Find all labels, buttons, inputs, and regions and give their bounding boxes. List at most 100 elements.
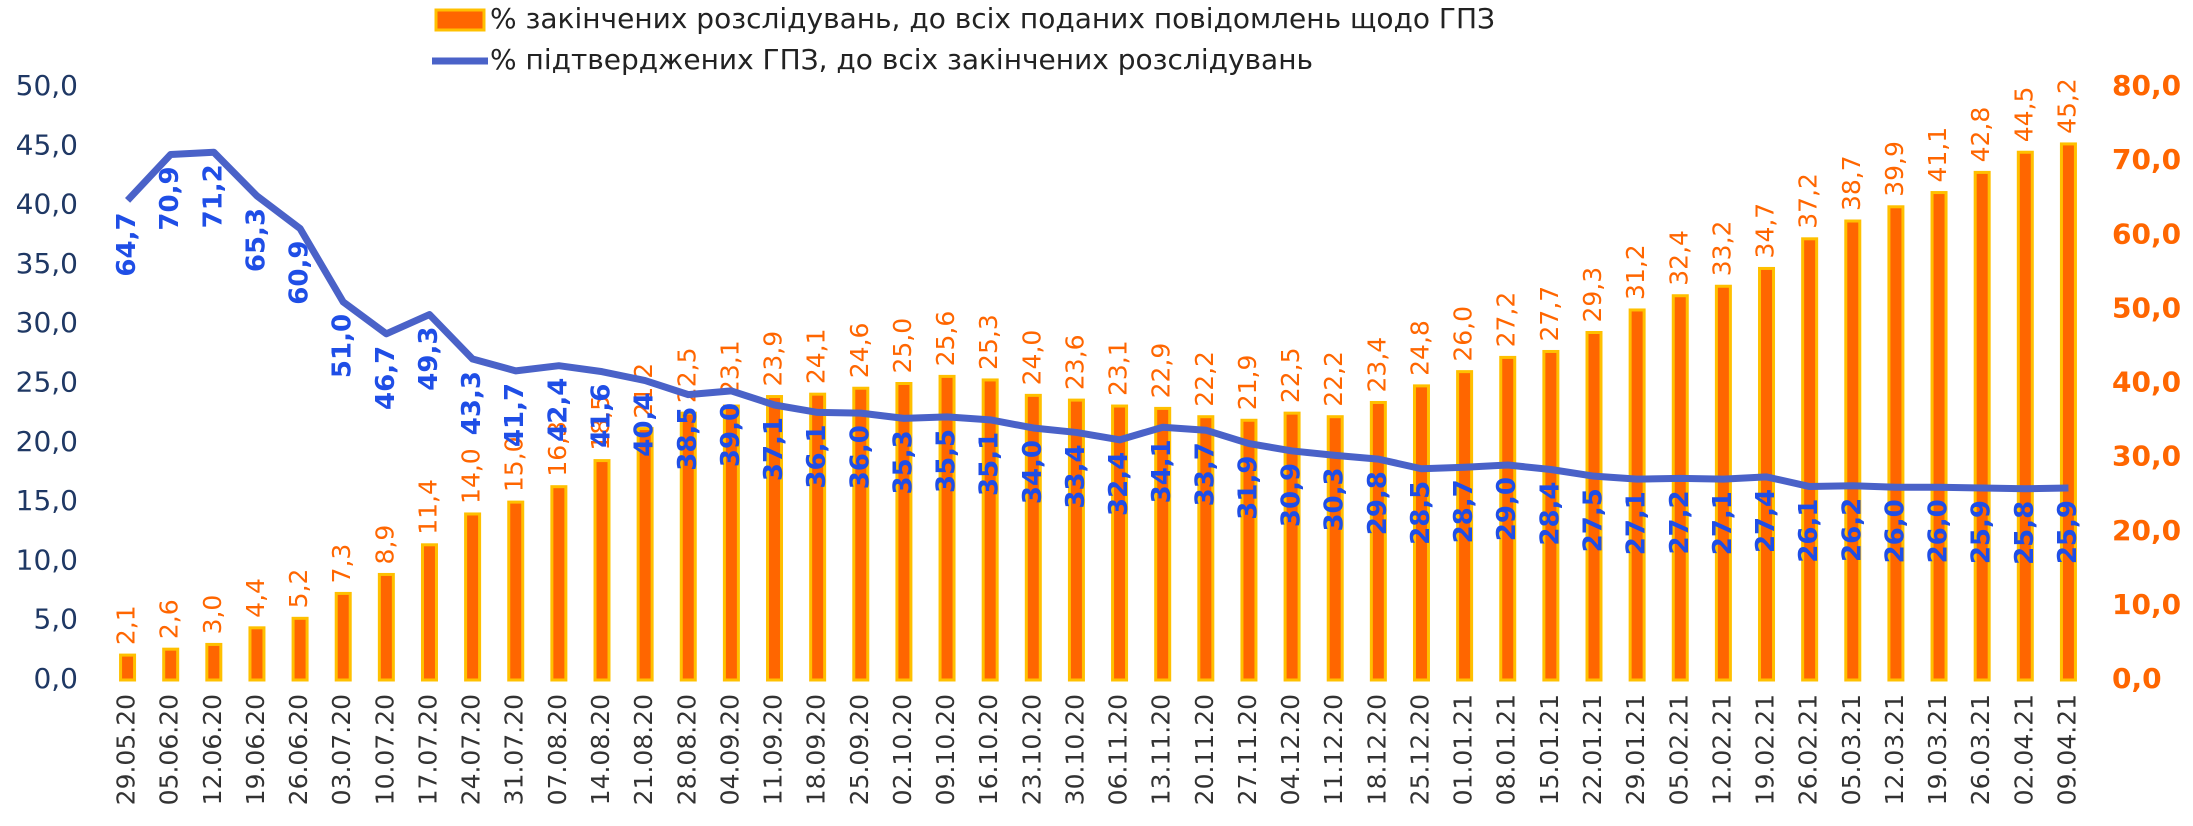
line-label: 25,9 — [1967, 500, 1997, 564]
bar-label: 21,2 — [629, 363, 658, 419]
x-tick-label: 19.03.21 — [1923, 694, 1952, 805]
bar — [1628, 308, 1646, 682]
line-label: 29,8 — [1363, 471, 1393, 535]
bar — [420, 543, 438, 682]
x-tick-label: 19.06.20 — [241, 694, 270, 805]
bar — [1154, 406, 1172, 682]
x-tick-label: 09.04.21 — [2052, 694, 2081, 805]
bar — [938, 374, 956, 682]
bar — [1024, 393, 1042, 682]
line-label: 26,1 — [1794, 499, 1824, 563]
bar-label: 21,9 — [1233, 355, 1262, 411]
x-tick-label: 05.06.20 — [155, 694, 184, 805]
bar — [1326, 415, 1344, 682]
line-label: 35,3 — [888, 430, 918, 494]
y2-tick-label: 0,0 — [2112, 662, 2162, 695]
x-tick-label: 05.02.21 — [1664, 694, 1693, 805]
bar-label: 25,0 — [888, 318, 917, 374]
bar-label: 2,1 — [112, 605, 141, 645]
x-tick-label: 16.10.20 — [974, 694, 1003, 805]
bar — [1197, 415, 1215, 682]
bar — [1456, 370, 1474, 682]
legend-label: % підтверджених ГПЗ, до всіх закінчених … — [490, 43, 1313, 76]
x-tick-label: 27.11.20 — [1233, 694, 1262, 805]
x-tick-label: 26.03.21 — [1966, 694, 1995, 805]
x-tick-label: 15.01.21 — [1535, 694, 1564, 805]
bar — [1369, 400, 1387, 682]
bar — [2016, 150, 2034, 682]
x-tick-label: 11.12.20 — [1319, 694, 1348, 805]
bar-label: 31,2 — [1621, 244, 1650, 300]
y2-tick-label: 30,0 — [2112, 440, 2181, 473]
bar — [766, 395, 784, 682]
x-tick-label: 12.03.21 — [1880, 694, 1909, 805]
bar — [852, 386, 870, 682]
line-label: 28,5 — [1406, 481, 1436, 545]
x-tick-label: 08.01.21 — [1492, 694, 1521, 805]
x-tick-label: 12.02.21 — [1707, 694, 1736, 805]
bar — [1930, 191, 1948, 682]
line-label: 26,0 — [1880, 499, 1910, 563]
line-label: 34,0 — [1018, 440, 1048, 504]
x-tick-label: 21.08.20 — [629, 694, 658, 805]
bar — [119, 653, 137, 682]
bar-label: 23,1 — [715, 340, 744, 396]
y-tick-label: 15,0 — [16, 484, 78, 517]
bar — [1973, 170, 1991, 682]
line-label: 26,0 — [1924, 499, 1954, 563]
line-label: 49,3 — [414, 327, 444, 391]
bar-label: 23,6 — [1060, 334, 1089, 390]
bar — [1111, 404, 1129, 682]
bar-label: 23,1 — [1104, 340, 1133, 396]
x-tick-label: 09.10.20 — [931, 694, 960, 805]
x-tick-label: 06.11.20 — [1104, 694, 1133, 805]
y2-tick-label: 50,0 — [2112, 291, 2181, 324]
y2-tick-label: 10,0 — [2112, 588, 2181, 621]
line-label: 35,5 — [932, 429, 962, 493]
x-tick-label: 19.02.21 — [1751, 694, 1780, 805]
bar-label: 18,5 — [586, 395, 615, 451]
line-label: 28,7 — [1449, 479, 1479, 543]
bar-label: 32,4 — [1664, 230, 1693, 286]
x-tick-label: 11.09.20 — [759, 694, 788, 805]
line-label: 41,7 — [500, 383, 530, 447]
bar-label: 8,9 — [370, 525, 399, 565]
x-tick-label: 26.02.21 — [1794, 694, 1823, 805]
x-tick-label: 04.09.20 — [715, 694, 744, 805]
bar — [809, 392, 827, 682]
x-tick-label: 01.01.21 — [1449, 694, 1478, 805]
x-tick-label: 02.04.21 — [2009, 694, 2038, 805]
bar — [593, 459, 611, 682]
bar-label: 45,2 — [2052, 78, 2081, 134]
x-tick-label: 31.07.20 — [500, 694, 529, 805]
y-tick-label: 5,0 — [33, 603, 78, 636]
x-tick-label: 28.08.20 — [672, 694, 701, 805]
line-label: 40,4 — [630, 393, 660, 457]
bar — [722, 404, 740, 682]
bar-label: 7,3 — [327, 544, 356, 584]
bar-label: 37,2 — [1794, 173, 1823, 229]
bar-label: 44,5 — [2009, 87, 2038, 143]
x-tick-label: 18.12.20 — [1362, 694, 1391, 805]
bar-label: 38,7 — [1837, 155, 1866, 211]
y-tick-label: 45,0 — [16, 128, 78, 161]
x-tick-label: 13.11.20 — [1147, 694, 1176, 805]
x-tick-label: 14.08.20 — [586, 694, 615, 805]
bar — [636, 427, 654, 682]
line-label: 43,3 — [457, 371, 487, 435]
line-label: 34,1 — [1147, 439, 1177, 503]
bar — [334, 591, 352, 682]
bar-label: 26,0 — [1449, 306, 1478, 362]
bar-label: 29,3 — [1578, 267, 1607, 323]
bar — [550, 485, 568, 682]
line-label: 39,0 — [716, 403, 746, 467]
line-label: 30,3 — [1320, 467, 1350, 531]
bar-label: 3,0 — [198, 595, 227, 635]
bar-label: 27,2 — [1492, 292, 1521, 348]
y2-tick-label: 40,0 — [2112, 366, 2181, 399]
x-tick-label: 12.06.20 — [198, 694, 227, 805]
bar — [1240, 418, 1258, 682]
bar-label: 25,6 — [931, 311, 960, 367]
bar — [377, 572, 395, 682]
bar-label: 41,1 — [1923, 127, 1952, 183]
